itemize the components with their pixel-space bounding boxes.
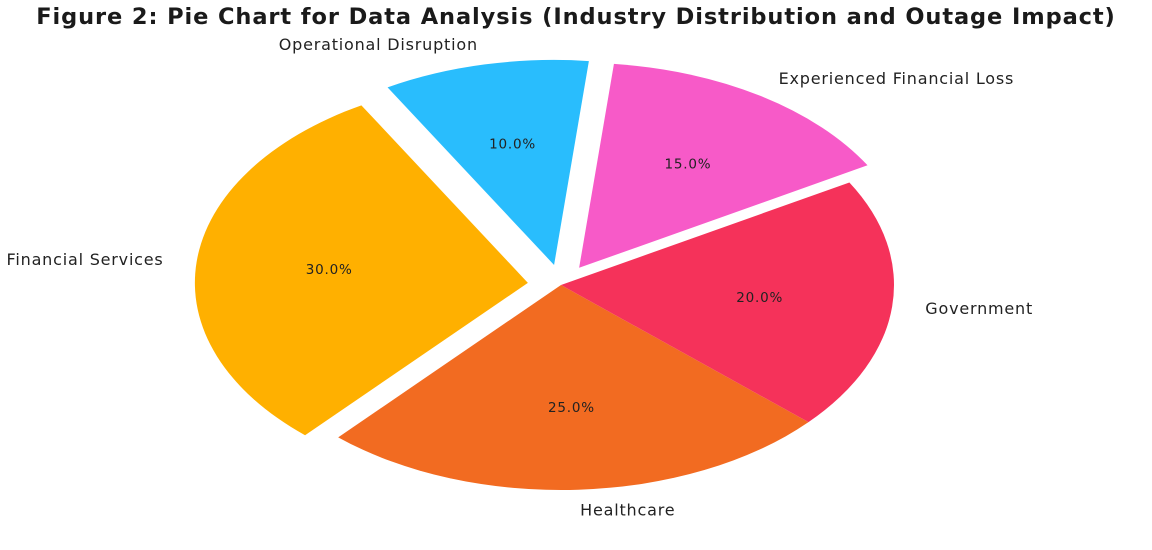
pie-slice-government: [561, 182, 895, 423]
percent-labels: 30.0% 25.0% 20.0% 15.0% 10.0%: [306, 137, 783, 416]
chart-title: Figure 2: Pie Chart for Data Analysis (I…: [36, 4, 1116, 30]
category-label-healthcare: Healthcare: [580, 501, 675, 520]
category-label-operational-disruption: Operational Disruption: [279, 35, 478, 54]
category-labels: Financial Services Healthcare Government Ex…: [7, 35, 1033, 520]
percent-label-healthcare: 25.0%: [548, 400, 595, 416]
percent-label-operational-disruption: 10.0%: [489, 137, 536, 153]
pie-slice-experienced-financial-loss: [579, 63, 868, 268]
pie-slice-healthcare: [338, 285, 809, 490]
category-label-government: Government: [925, 299, 1033, 318]
percent-label-experienced-financial-loss: 15.0%: [665, 157, 712, 173]
category-label-experienced-financial-loss: Experienced Financial Loss: [779, 69, 1015, 88]
pie-slice-operational-disruption: [387, 59, 589, 265]
percent-label-government: 20.0%: [736, 290, 783, 306]
pie-slice-financial-services: [194, 105, 528, 436]
percent-label-financial-services: 30.0%: [306, 262, 353, 278]
category-label-financial-services: Financial Services: [7, 250, 164, 269]
pie-slices: [194, 59, 895, 490]
